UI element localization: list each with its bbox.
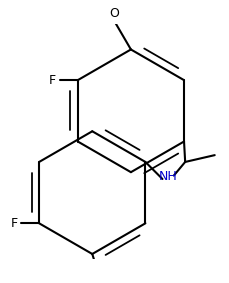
Text: O: O: [109, 7, 118, 20]
Text: NH: NH: [158, 170, 177, 183]
Text: F: F: [49, 74, 56, 87]
Text: F: F: [10, 217, 17, 230]
